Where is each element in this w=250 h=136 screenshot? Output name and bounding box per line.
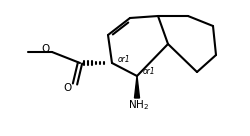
Polygon shape	[134, 76, 140, 98]
Text: O: O	[42, 44, 50, 54]
Text: or1: or1	[118, 55, 130, 64]
Text: or1: or1	[143, 67, 156, 76]
Text: O: O	[64, 83, 72, 93]
Text: NH$_2$: NH$_2$	[128, 98, 150, 112]
